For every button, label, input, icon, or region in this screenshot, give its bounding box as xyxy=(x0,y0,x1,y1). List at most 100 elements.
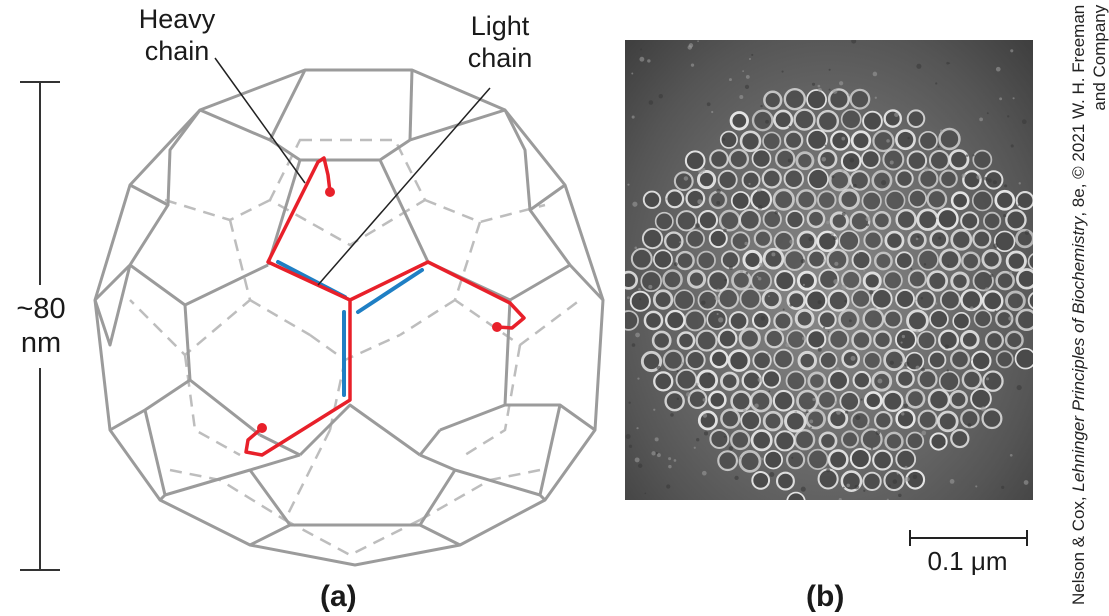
micrograph-pit xyxy=(950,271,970,291)
micrograph-pit xyxy=(936,207,959,230)
micrograph-speckle xyxy=(824,144,827,147)
micrograph-pit xyxy=(1014,347,1033,370)
micrograph-speckle xyxy=(832,236,837,241)
micrograph-pit xyxy=(663,231,684,252)
micrograph-pit xyxy=(686,269,707,289)
micrograph-pit xyxy=(873,330,892,350)
micrograph-pit xyxy=(708,229,728,249)
micrograph-speckle xyxy=(841,168,845,172)
micrograph-pit xyxy=(685,229,705,249)
micrograph-speckle xyxy=(999,97,1003,101)
micrograph-pit xyxy=(973,309,993,328)
micrograph-pit xyxy=(972,149,993,170)
micrograph-pit xyxy=(783,130,804,151)
micrograph-pit xyxy=(950,428,970,449)
micrograph-pit xyxy=(895,288,915,309)
micrograph-pit xyxy=(695,329,718,352)
micrograph-speckle xyxy=(1009,453,1013,457)
micrograph-pit xyxy=(960,408,980,429)
micrograph-speckle xyxy=(817,87,822,93)
micrograph-speckle xyxy=(744,84,750,89)
micrograph-pit xyxy=(970,350,992,372)
micrograph-speckle xyxy=(938,236,942,240)
micrograph-pit xyxy=(906,309,929,333)
micrograph-speckle xyxy=(635,332,640,338)
micrograph-pit xyxy=(950,228,973,251)
micrograph-pit xyxy=(794,308,815,329)
micrograph-speckle xyxy=(785,342,790,348)
micrograph-pit xyxy=(762,209,782,229)
credit-edition: , 8e, © 2021 W. H. Freeman xyxy=(1069,4,1088,217)
micrograph-speckle xyxy=(886,498,889,500)
micrograph-speckle xyxy=(631,115,635,119)
micrograph-pit xyxy=(952,312,971,331)
micrograph-pit xyxy=(828,169,851,192)
micrograph-speckle xyxy=(817,84,821,88)
micrograph-speckle xyxy=(986,112,989,115)
micrograph-speckle xyxy=(903,403,908,409)
micrograph-speckle xyxy=(842,486,845,489)
micrograph-pit xyxy=(871,170,893,192)
micrograph-pit xyxy=(872,211,892,230)
micrograph-speckle xyxy=(754,403,759,408)
micrograph-pit xyxy=(706,308,728,330)
micrograph-pit xyxy=(840,108,862,130)
micrograph-speckle xyxy=(702,398,707,402)
micrograph-speckle xyxy=(757,377,763,383)
micrograph-pit xyxy=(882,390,904,412)
micrograph-pit xyxy=(883,270,903,291)
micrograph-pit xyxy=(739,287,762,310)
heavy-chain-label-line2: chain xyxy=(144,36,210,66)
micrograph-pit xyxy=(773,109,794,130)
micrograph-speckle xyxy=(935,302,938,305)
micrograph-pit xyxy=(863,391,883,410)
micrograph-pit xyxy=(852,370,872,390)
micrograph-pit xyxy=(751,470,771,490)
micrograph-speckle xyxy=(739,94,744,100)
micrograph-pit xyxy=(729,111,749,131)
micrograph-pit xyxy=(687,389,708,410)
micrograph-pit xyxy=(939,289,961,311)
micrograph-pit xyxy=(640,350,663,373)
micrograph-speckle xyxy=(702,413,708,418)
light-chain-label: Light chain xyxy=(450,10,550,74)
micrograph-pit xyxy=(970,387,992,410)
micrograph-speckle xyxy=(946,61,949,65)
micrograph-speckle xyxy=(703,431,709,436)
micrograph-speckle xyxy=(870,447,874,450)
micrograph-pit xyxy=(793,108,816,131)
light-chain-label-line1: Light xyxy=(470,11,530,41)
micrograph-pit xyxy=(741,170,761,190)
micrograph-pit xyxy=(972,270,994,292)
micrograph-pit xyxy=(895,448,917,470)
micrograph-speckle xyxy=(627,183,630,186)
micrograph-pit xyxy=(849,210,871,232)
micrograph-speckle xyxy=(1008,316,1013,321)
micrograph-speckle xyxy=(632,201,638,207)
micrograph-pit xyxy=(960,330,980,350)
micrograph-speckle xyxy=(756,275,759,278)
micrograph-speckle xyxy=(970,358,973,361)
micrograph-pit xyxy=(917,409,938,430)
micrograph-speckle xyxy=(881,180,887,186)
micrograph-pit xyxy=(709,149,729,169)
micrograph-scale-bar xyxy=(909,530,1028,546)
micrograph-pit xyxy=(949,349,971,370)
micrograph-speckle xyxy=(855,415,861,421)
micrograph-speckle xyxy=(849,157,855,163)
micrograph-pit xyxy=(1005,250,1027,272)
micrograph-speckle xyxy=(1001,485,1005,489)
micrograph-speckle xyxy=(817,347,822,352)
micrograph-pit xyxy=(874,411,893,430)
micrograph-speckle xyxy=(707,372,711,376)
credit-line-2: and Company xyxy=(1090,4,1109,111)
micrograph-pit xyxy=(926,188,948,210)
micrograph-pit xyxy=(730,231,751,251)
micrograph-pit xyxy=(908,189,927,208)
micrograph-speckle xyxy=(760,104,763,108)
micrograph-pit xyxy=(642,190,662,209)
micrograph-pit xyxy=(742,249,763,270)
micrograph-pit xyxy=(654,211,674,231)
micrograph-pit xyxy=(938,127,961,151)
micrograph-speckle xyxy=(980,406,987,412)
